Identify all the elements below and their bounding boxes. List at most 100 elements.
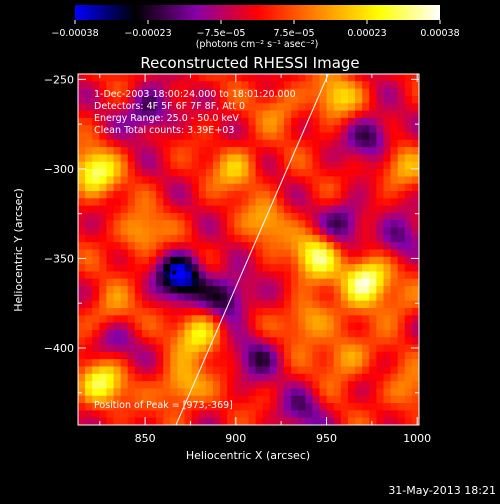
heatmap-cell [149,139,157,148]
heatmap-cell [149,242,157,251]
heatmap-cell [156,74,164,82]
heatmap-cell [134,329,143,338]
heatmap-cell [369,337,377,346]
heatmap-cell [127,417,136,425]
heatmap-cell [276,315,285,324]
heatmap-cell [134,337,143,346]
heatmap-cell [234,315,242,324]
heatmap-cell [262,191,271,199]
heatmap-cell [262,74,271,82]
heatmap-cell [120,293,129,302]
heatmap-cell [390,88,399,97]
heatmap-cell [156,176,164,185]
heatmap-cell [362,147,370,156]
heatmap-cell [156,417,164,425]
heatmap-cell [262,88,271,97]
heatmap-cell [220,410,228,419]
y-tick-label: −350 [44,252,74,265]
heatmap-cell [170,234,179,243]
heatmap-cell [134,176,143,185]
heatmap-cell [163,366,171,375]
heatmap-cell [355,110,363,119]
heatmap-cell [355,322,363,331]
heatmap-cell [134,344,143,353]
heatmap-cell [184,337,193,346]
heatmap-cell [362,329,370,338]
heatmap-cell [156,103,164,112]
heatmap-cell [99,403,108,411]
heatmap-cell [241,249,250,258]
heatmap-cell [134,198,143,207]
heatmap-cell [291,139,299,148]
heatmap-cell [369,344,377,353]
heatmap-cell [156,329,164,338]
heatmap-cell [78,132,86,141]
heatmap-cell [220,359,228,368]
heatmap-cell [255,88,264,97]
heatmap-cell [205,205,214,214]
heatmap-cell [184,308,193,316]
heatmap-cell [184,110,193,119]
heatmap-cell [177,293,186,302]
heatmap-cell [390,308,399,316]
heatmap-cell [212,183,221,192]
heatmap-cell [163,388,171,397]
heatmap-cell [212,366,221,375]
heatmap-cell [319,308,328,316]
heatmap-cell [411,264,419,273]
x-tick-label: 850 [135,432,156,445]
heatmap-cell [106,176,115,185]
heatmap-cell [376,234,385,243]
heatmap-cell [127,351,136,360]
heatmap-cell [362,110,370,119]
heatmap-cell [113,315,122,324]
heatmap-cell [205,125,214,134]
heatmap-cell [397,227,406,236]
heatmap-cell [170,359,179,368]
heatmap-cell [340,329,349,338]
heatmap-cell [106,198,115,207]
heatmap-cell [312,161,321,170]
heatmap-cell [78,351,86,360]
heatmap-cell [234,300,242,309]
heatmap-cell [141,183,150,192]
heatmap-cell [127,300,136,309]
heatmap-cell [312,154,321,163]
heatmap-cell [177,264,186,273]
heatmap-cell [177,271,186,280]
heatmap-cell [212,139,221,148]
heatmap-cell [411,125,419,134]
heatmap-cell [262,293,271,302]
heatmap-cell [347,242,356,251]
heatmap-cell [397,132,406,141]
heatmap-cell [234,395,242,404]
heatmap-cell [141,417,150,425]
heatmap-cell [184,403,193,411]
heatmap-cell [397,278,406,287]
heatmap-cell [355,256,363,265]
heatmap-cell [312,278,321,287]
heatmap-cell [134,373,143,382]
heatmap-cell [85,183,93,192]
heatmap-cell [85,147,93,156]
heatmap-cell [376,300,385,309]
heatmap-cell [291,125,299,134]
heatmap-cell [92,95,100,104]
heatmap-cell [198,329,207,338]
heatmap-cell [269,308,278,316]
heatmap-cell [85,249,93,258]
heatmap-cell [333,74,342,82]
heatmap-cell [262,242,271,251]
heatmap-cell [326,286,335,294]
heatmap-cell [376,183,385,192]
heatmap-cell [198,183,207,192]
heatmap-cell [284,176,292,185]
heatmap-cell [333,176,342,185]
heatmap-cell [276,227,285,236]
heatmap-cell [355,417,363,425]
heatmap-cell [141,278,150,287]
heatmap-cell [362,132,370,141]
heatmap-cell [276,366,285,375]
heatmap-cell [177,198,186,207]
heatmap-cell [134,154,143,163]
